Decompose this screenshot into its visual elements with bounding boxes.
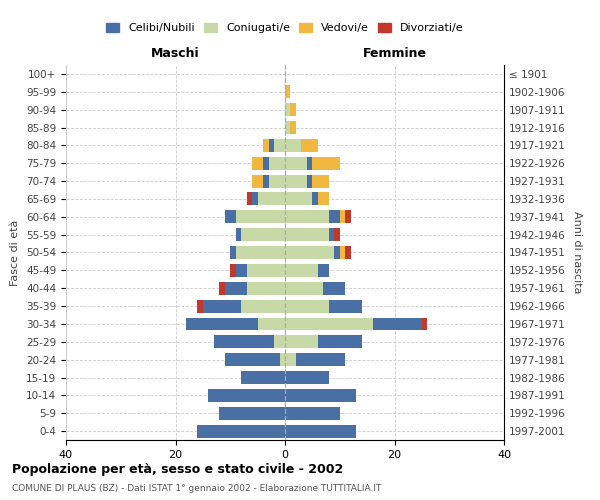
Bar (247, 264, 285, 277)
Bar (269, 174, 285, 188)
Bar (285, 192, 313, 205)
Bar (307, 174, 313, 188)
Bar (285, 103, 290, 116)
Bar (285, 318, 373, 330)
Bar (269, 139, 274, 152)
Bar (296, 353, 345, 366)
Bar (285, 264, 318, 277)
Bar (301, 139, 318, 152)
Bar (285, 371, 329, 384)
Bar (285, 139, 301, 152)
Bar (318, 264, 329, 277)
Legend: Celibi/Nubili, Coniugati/e, Vedovi/e, Divorziati/e: Celibi/Nubili, Coniugati/e, Vedovi/e, Di… (102, 18, 468, 38)
Bar (197, 424, 285, 438)
Bar (285, 407, 340, 420)
Bar (313, 192, 318, 205)
Bar (269, 157, 285, 170)
Bar (318, 336, 362, 348)
Bar (214, 336, 274, 348)
Bar (285, 228, 329, 241)
Bar (208, 389, 285, 402)
Bar (373, 318, 422, 330)
Bar (323, 282, 345, 294)
Bar (280, 353, 285, 366)
Bar (197, 300, 203, 312)
Bar (247, 192, 252, 205)
Bar (225, 210, 236, 223)
Bar (247, 282, 285, 294)
Bar (225, 282, 247, 294)
Bar (203, 300, 241, 312)
Bar (220, 407, 285, 420)
Bar (285, 300, 329, 312)
Bar (252, 192, 257, 205)
Bar (241, 300, 285, 312)
Bar (329, 300, 362, 312)
Bar (334, 228, 340, 241)
Bar (340, 246, 345, 259)
Bar (340, 210, 345, 223)
Bar (285, 336, 318, 348)
Bar (290, 121, 296, 134)
Bar (263, 157, 269, 170)
Y-axis label: Anni di nascita: Anni di nascita (572, 211, 582, 294)
Bar (257, 192, 285, 205)
Bar (263, 139, 269, 152)
Bar (345, 246, 351, 259)
Bar (313, 157, 340, 170)
Bar (236, 246, 285, 259)
Bar (225, 353, 280, 366)
Bar (285, 389, 356, 402)
Bar (252, 157, 263, 170)
Bar (236, 228, 241, 241)
Bar (236, 264, 247, 277)
Bar (220, 282, 225, 294)
Bar (334, 246, 340, 259)
Bar (329, 228, 334, 241)
Text: Maschi: Maschi (151, 46, 200, 60)
Bar (263, 174, 269, 188)
Bar (329, 210, 340, 223)
Bar (285, 157, 307, 170)
Bar (230, 264, 236, 277)
Bar (307, 157, 313, 170)
Bar (274, 139, 285, 152)
Bar (318, 192, 329, 205)
Bar (285, 424, 356, 438)
Bar (285, 86, 290, 98)
Bar (187, 318, 257, 330)
Bar (285, 121, 290, 134)
Bar (345, 210, 351, 223)
Bar (285, 174, 307, 188)
Bar (285, 246, 334, 259)
Bar (313, 174, 329, 188)
Bar (285, 210, 329, 223)
Text: Femmine: Femmine (362, 46, 427, 60)
Bar (236, 210, 285, 223)
Bar (241, 371, 285, 384)
Bar (285, 282, 323, 294)
Bar (274, 336, 285, 348)
Bar (422, 318, 427, 330)
Bar (257, 318, 285, 330)
Bar (230, 246, 236, 259)
Text: COMUNE DI PLAUS (BZ) - Dati ISTAT 1° gennaio 2002 - Elaborazione TUTTITALIA.IT: COMUNE DI PLAUS (BZ) - Dati ISTAT 1° gen… (12, 484, 382, 493)
Y-axis label: Fasce di età: Fasce di età (10, 220, 20, 286)
Bar (252, 174, 263, 188)
Bar (290, 103, 296, 116)
Bar (285, 353, 296, 366)
Text: Popolazione per età, sesso e stato civile - 2002: Popolazione per età, sesso e stato civil… (12, 462, 343, 475)
Bar (241, 228, 285, 241)
